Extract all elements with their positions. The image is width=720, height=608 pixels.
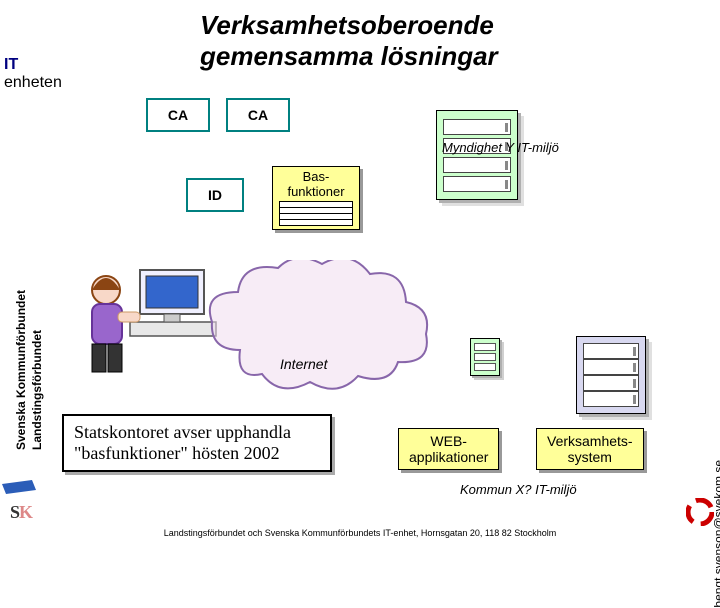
server-icon-2 xyxy=(576,336,646,414)
web-app-label: WEB- applikationer xyxy=(409,433,488,465)
internet-cloud-icon xyxy=(200,260,440,415)
mini-servers-icon xyxy=(470,338,500,376)
mynd-y-label: Myndighet Y IT-miljö xyxy=(442,140,702,155)
unit-enheten: enheten xyxy=(4,74,62,91)
verk-box: Verksamhets- system xyxy=(536,428,644,470)
blue-bar-icon xyxy=(2,480,36,494)
svg-text:K: K xyxy=(19,502,33,522)
user-at-computer-icon xyxy=(70,256,220,381)
slide-title: Verksamhetsoberoende gemensamma lösninga… xyxy=(200,10,580,72)
kommun-x-label: Kommun X? IT-miljö xyxy=(460,482,577,497)
footer-text: Landstingsförbundet och Svenska Kommunfö… xyxy=(0,528,720,538)
verk-label: Verksamhets- system xyxy=(547,433,633,465)
bas-label: Bas- funktioner xyxy=(279,169,353,199)
server-rack-bottom xyxy=(576,336,646,414)
server-rack-top xyxy=(436,110,518,200)
left-org-2: Landstingsförbundet xyxy=(30,330,44,450)
unit-label: IT enheten xyxy=(4,56,62,92)
ca-box-2: CA xyxy=(226,98,290,132)
unit-it: IT xyxy=(4,56,18,73)
bas-stack-icon xyxy=(279,201,353,226)
ca-box-1: CA xyxy=(146,98,210,132)
server-icon xyxy=(436,110,518,200)
red-swirl-logo-icon xyxy=(686,498,714,526)
stats-box: Statskontoret avser upphandla "basfunkti… xyxy=(62,414,332,472)
sk-logo-icon: S K xyxy=(6,496,36,526)
web-app-box: WEB- applikationer xyxy=(398,428,499,470)
internet-label: Internet xyxy=(280,356,327,372)
left-org-1: Svenska Kommunförbundet xyxy=(14,290,28,450)
id-box: ID xyxy=(186,178,244,212)
bas-box: Bas- funktioner xyxy=(272,166,360,230)
stats-text: Statskontoret avser upphandla "basfunkti… xyxy=(74,422,320,464)
